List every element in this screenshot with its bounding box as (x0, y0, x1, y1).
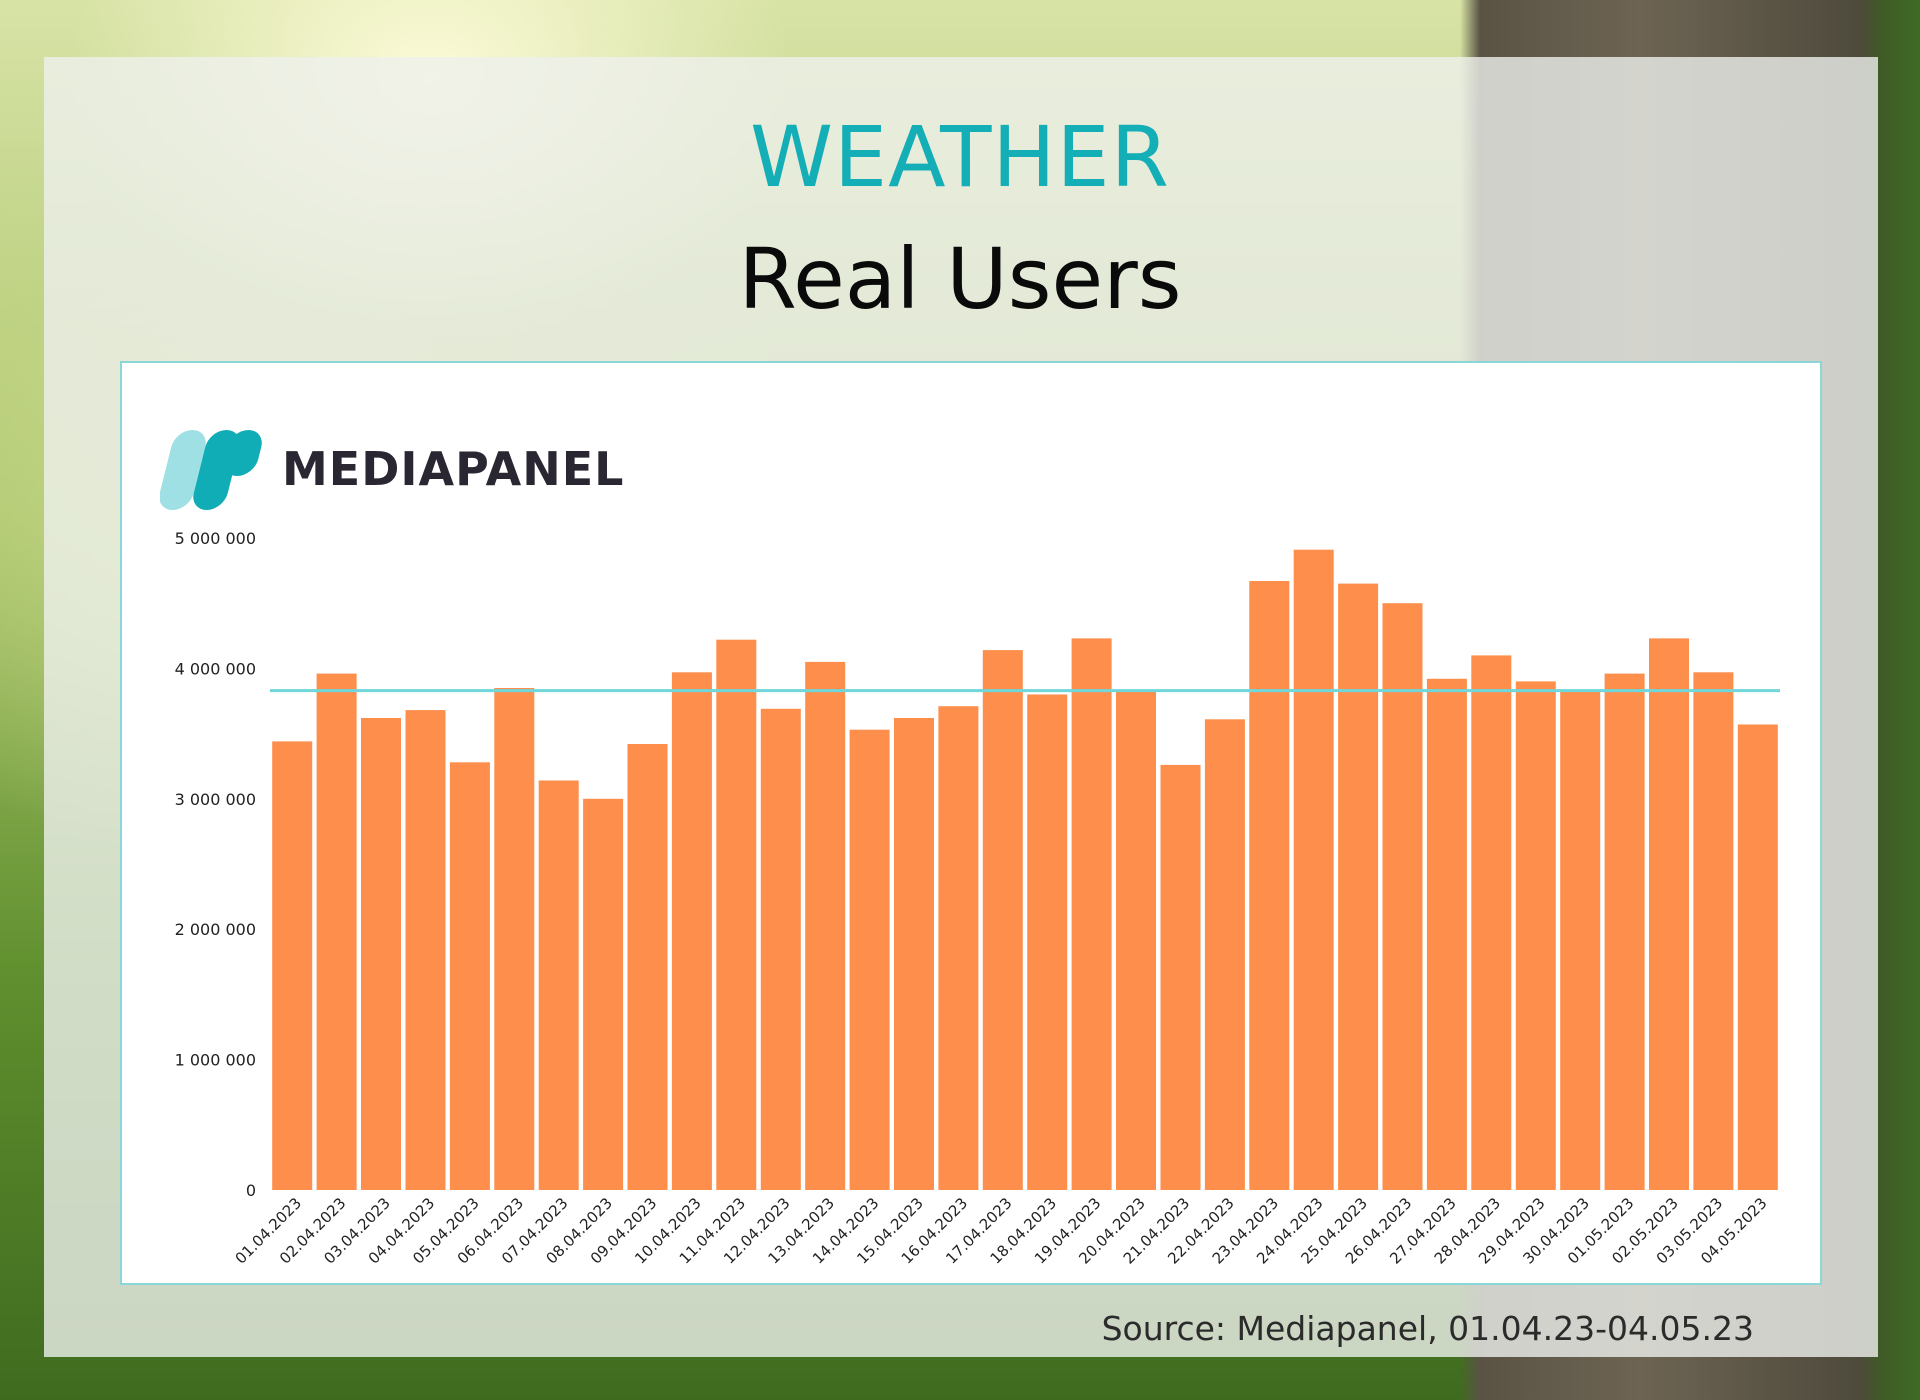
bar (1071, 638, 1112, 1190)
mediapanel-logo-icon (160, 430, 262, 510)
bar (1249, 581, 1290, 1190)
bar (805, 661, 846, 1190)
bar (982, 650, 1023, 1190)
bar (849, 729, 890, 1190)
bar (1471, 655, 1512, 1190)
bar (1426, 678, 1467, 1190)
bar (894, 718, 934, 1190)
bar (1515, 681, 1556, 1190)
bar (1027, 694, 1068, 1190)
bar (627, 744, 668, 1190)
bar (361, 718, 401, 1190)
bar (760, 708, 801, 1190)
bar (494, 688, 535, 1190)
bar (1693, 672, 1734, 1190)
bar (538, 780, 579, 1190)
bar (272, 741, 313, 1190)
y-tick-label: 0 (246, 1181, 256, 1200)
bar (1116, 691, 1156, 1190)
bar (1649, 638, 1689, 1190)
bar (1737, 724, 1778, 1190)
bar (1338, 583, 1379, 1190)
y-tick-label: 5 000 000 (175, 529, 256, 548)
bar (1560, 691, 1601, 1190)
y-tick-label: 1 000 000 (175, 1051, 256, 1070)
page-title: WEATHER (750, 108, 1170, 206)
source-note: Source: Mediapanel, 01.04.23-04.05.23 (1101, 1309, 1754, 1348)
bar (1293, 549, 1334, 1190)
y-tick-label: 2 000 000 (175, 920, 256, 939)
bar (938, 706, 979, 1190)
bar (1604, 673, 1645, 1190)
bar (716, 639, 757, 1190)
brand-name: MEDIAPANEL (282, 442, 625, 496)
bar (405, 710, 446, 1190)
y-tick-label: 3 000 000 (175, 790, 256, 809)
bar (316, 673, 357, 1190)
bar (449, 762, 490, 1190)
bar (1204, 719, 1245, 1190)
bar (1160, 764, 1201, 1190)
page-subtitle: Real Users (738, 230, 1182, 328)
bar (583, 798, 624, 1190)
bar (671, 672, 712, 1190)
bar (1382, 603, 1423, 1190)
y-tick-label: 4 000 000 (175, 659, 256, 678)
